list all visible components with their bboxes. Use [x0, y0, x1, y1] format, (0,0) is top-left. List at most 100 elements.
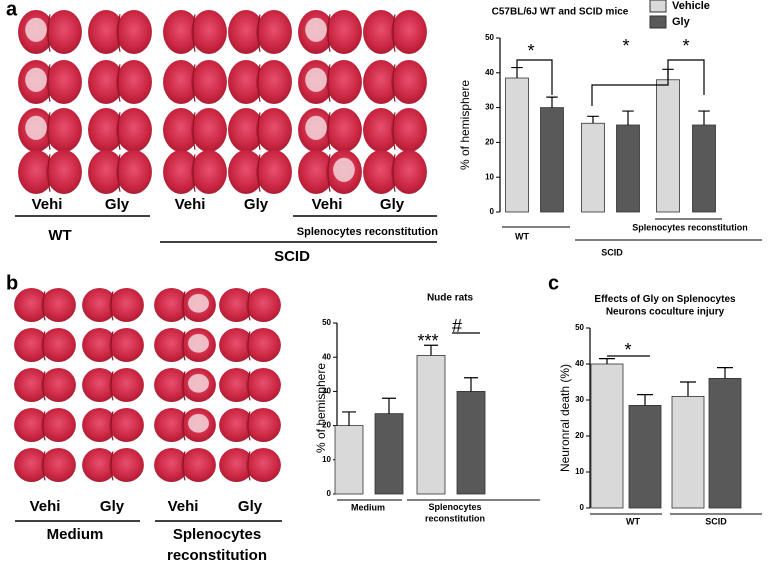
brain-slice	[109, 448, 144, 482]
brain-slice	[298, 150, 335, 194]
brain-slice	[228, 60, 265, 104]
brain-fold	[247, 291, 251, 321]
bar	[334, 425, 364, 495]
brain-slice	[325, 60, 362, 104]
bar	[374, 413, 404, 495]
brain-slice	[228, 150, 265, 194]
brain-slice	[45, 150, 82, 194]
brain-slice	[18, 150, 55, 194]
brain-fold	[47, 154, 51, 192]
y-tick-label: 50	[575, 323, 584, 332]
brain-slice	[246, 328, 281, 362]
image-label: Vehi	[175, 196, 206, 213]
brain-fold	[42, 411, 46, 441]
brain-slice	[109, 408, 144, 442]
brain-slice	[246, 288, 281, 322]
brain-fold	[47, 64, 51, 102]
brain-fold	[327, 154, 331, 192]
infarct	[188, 293, 209, 313]
y-tick-label: 10	[575, 467, 584, 476]
panel-label: b	[6, 272, 18, 294]
brain-slice	[41, 328, 76, 362]
brain-fold	[247, 451, 251, 481]
brain-fold	[110, 451, 114, 481]
significance: ***	[417, 331, 438, 351]
brain-slice	[45, 60, 82, 104]
brain-slice	[88, 108, 125, 152]
legend-label: Vehicle	[672, 0, 710, 12]
brain-slice	[190, 150, 227, 194]
brain-slice	[190, 108, 227, 152]
brain-slice	[115, 10, 152, 54]
error-bar	[546, 96, 558, 108]
x-tick-label: WT	[626, 516, 640, 526]
brain-slice	[219, 448, 254, 482]
brain-fold	[392, 154, 396, 192]
brain-fold	[182, 411, 186, 441]
brain-slice	[41, 368, 76, 402]
brain-fold	[47, 14, 51, 52]
infarct	[25, 115, 47, 140]
y-tick-label: 40	[485, 68, 494, 77]
brain-fold	[182, 291, 186, 321]
brain-fold	[117, 14, 121, 52]
brain-slice	[219, 288, 254, 322]
y-tick-label: 0	[490, 207, 495, 216]
infarct	[188, 373, 209, 393]
error-bar	[599, 358, 615, 364]
brain-fold	[327, 64, 331, 102]
significance-bracket	[667, 59, 705, 95]
brain-slice	[219, 408, 254, 442]
brain-slice	[88, 60, 125, 104]
y-tick-label: 10	[322, 455, 331, 464]
brain-slice	[363, 60, 400, 104]
y-tick-label: 0	[580, 503, 585, 512]
brain-fold	[392, 112, 396, 150]
brain-fold	[247, 371, 251, 401]
brain-slice	[154, 448, 189, 482]
x-tick-label: SCID	[705, 516, 727, 526]
brain-slice	[109, 288, 144, 322]
legend-label: Gly	[672, 16, 691, 28]
image-label: Gly	[244, 196, 269, 213]
x-tick-label: Splenocytes reconstitution	[632, 222, 748, 232]
brain-fold	[327, 112, 331, 150]
brain-slice	[255, 60, 292, 104]
significance: #	[452, 316, 462, 336]
bar	[416, 355, 446, 495]
brain-fold	[257, 112, 261, 150]
significance: *	[622, 36, 629, 56]
y-tick-label: 10	[485, 172, 494, 181]
x-tick-label: SCID	[601, 247, 623, 257]
brain-slice	[88, 150, 125, 194]
brain-slice	[14, 408, 49, 442]
brain-fold	[192, 14, 196, 52]
brain-fold	[42, 331, 46, 361]
brain-slice	[163, 108, 200, 152]
error-bar	[382, 397, 396, 414]
brain-fold	[117, 64, 121, 102]
bar	[656, 79, 680, 213]
brain-fold	[247, 411, 251, 441]
group-label: Splenocytes	[173, 526, 261, 543]
error-bar	[587, 115, 599, 124]
image-label: Gly	[100, 498, 125, 515]
legend-swatch	[649, 15, 667, 29]
infarct	[188, 413, 209, 433]
error-bar	[342, 411, 356, 426]
infarct	[188, 333, 209, 353]
brain-slice	[41, 408, 76, 442]
brain-slice	[390, 60, 427, 104]
brain-slice	[154, 408, 189, 442]
brain-fold	[392, 64, 396, 102]
brain-slice	[115, 60, 152, 104]
image-label: Vehi	[32, 196, 63, 213]
y-tick-label: 20	[322, 421, 331, 430]
brain-slice	[45, 108, 82, 152]
bar	[581, 122, 605, 213]
brain-slice	[255, 10, 292, 54]
group-label: reconstitution	[167, 547, 267, 563]
error-bar	[698, 110, 710, 125]
brain-slice	[255, 108, 292, 152]
